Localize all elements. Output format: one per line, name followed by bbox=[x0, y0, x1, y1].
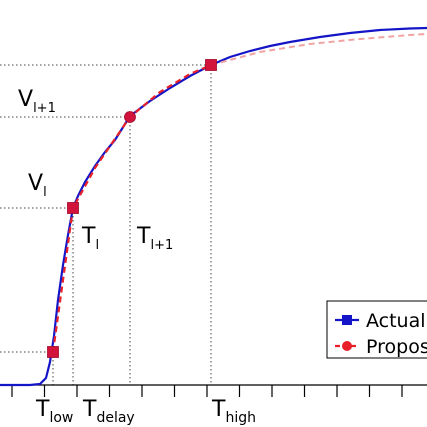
marker-m-tl1 bbox=[124, 111, 136, 123]
marker-m-tl bbox=[67, 202, 79, 214]
data-markers bbox=[47, 59, 217, 358]
marker-m-thigh bbox=[205, 59, 217, 71]
legend-actual-marker bbox=[342, 315, 352, 325]
label-v-l1: Vl+1 bbox=[18, 87, 56, 116]
marker-m-tlow bbox=[47, 346, 59, 358]
label-t-l1: Tl+1 bbox=[136, 224, 173, 253]
legend-proposed-label: Propos bbox=[366, 336, 427, 358]
label-t-l: Tl bbox=[81, 224, 99, 253]
legend-entry-actual: Actual bbox=[335, 310, 426, 332]
x-axis bbox=[0, 384, 427, 397]
label-t-high: Thigh bbox=[211, 397, 256, 426]
x-axis-ticks bbox=[11, 385, 403, 397]
proposed-series-faded-tail bbox=[210, 33, 427, 66]
legend-proposed-marker bbox=[342, 341, 352, 351]
label-t-delay: Tdelay bbox=[82, 397, 135, 426]
guide-lines bbox=[0, 64, 212, 385]
legend-entry-proposed: Propos bbox=[335, 336, 427, 358]
label-v-l: Vl bbox=[28, 171, 47, 200]
label-t-low: Tlow bbox=[35, 397, 73, 426]
legend-actual-label: Actual bbox=[366, 310, 426, 332]
legend: Actual Propos bbox=[326, 300, 427, 359]
